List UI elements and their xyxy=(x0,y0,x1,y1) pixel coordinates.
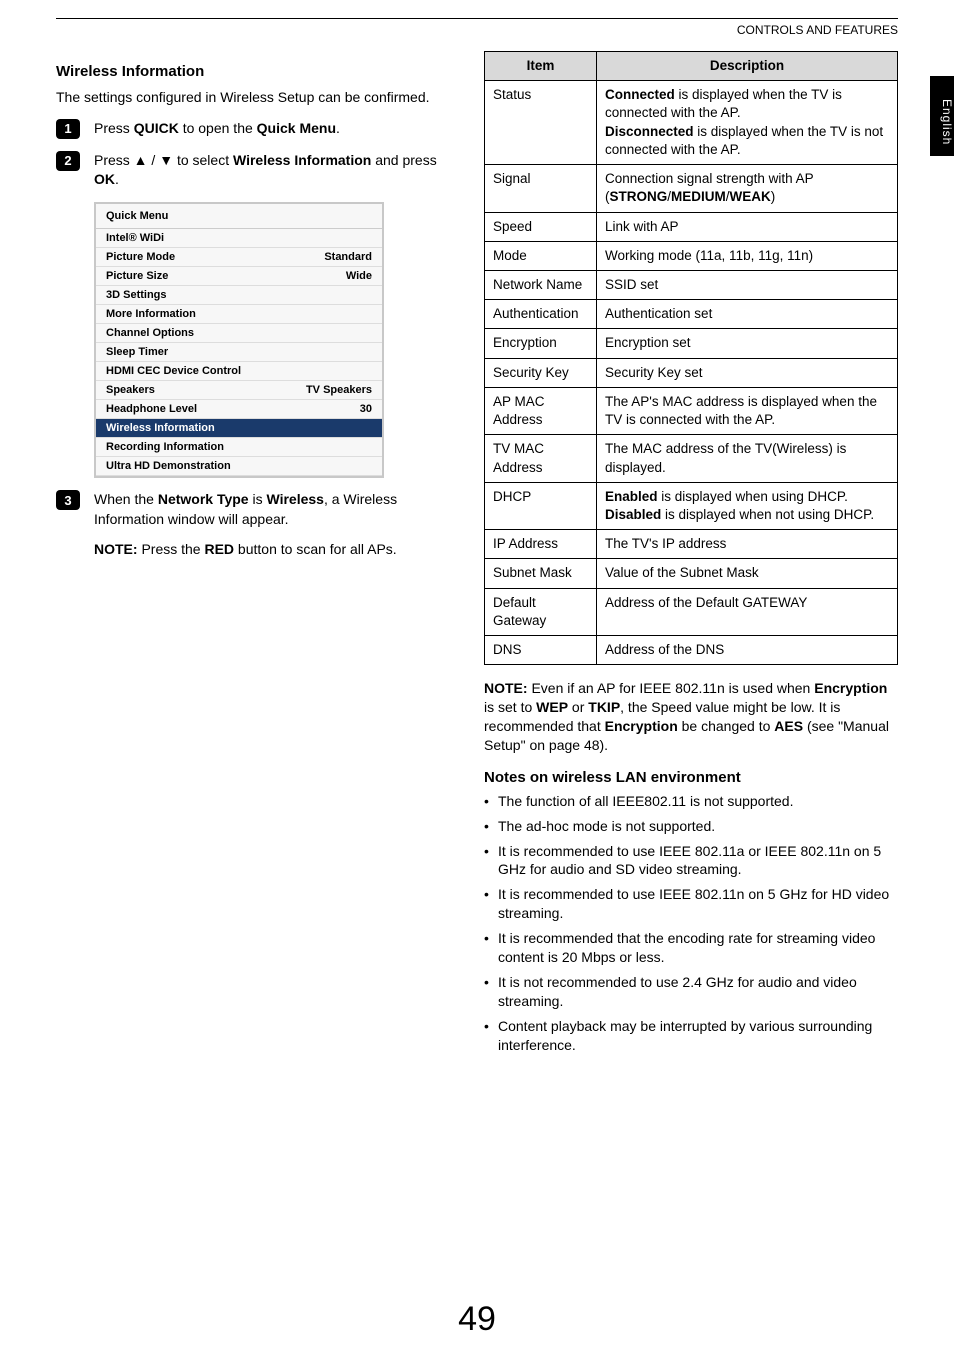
info-table: Item Description StatusConnected is disp… xyxy=(484,51,898,665)
language-tab: English xyxy=(930,76,954,156)
note-line: NOTE: Press the RED button to scan for a… xyxy=(94,541,456,557)
table-row: AuthenticationAuthentication set xyxy=(485,300,898,329)
step-2: 2 Press ▲ / ▼ to select Wireless Informa… xyxy=(56,151,456,190)
quick-menu-row: Channel Options xyxy=(96,324,382,343)
list-item: It is not recommended to use 2.4 GHz for… xyxy=(484,973,898,1011)
step-number-1: 1 xyxy=(56,119,80,139)
notes-subtitle: Notes on wireless LAN environment xyxy=(484,769,898,786)
list-item: Content playback may be interrupted by v… xyxy=(484,1017,898,1055)
step-number-2: 2 xyxy=(56,151,80,171)
th-desc: Description xyxy=(597,52,898,81)
table-row: DNSAddress of the DNS xyxy=(485,636,898,665)
table-row: DHCPEnabled is displayed when using DHCP… xyxy=(485,482,898,529)
content-columns: Wireless Information The settings config… xyxy=(56,51,898,1061)
list-item: The ad-hoc mode is not supported. xyxy=(484,817,898,836)
top-rule xyxy=(56,18,898,19)
header-section: CONTROLS AND FEATURES xyxy=(0,23,898,37)
table-row: SpeedLink with AP xyxy=(485,212,898,241)
bullet-list: The function of all IEEE802.11 is not su… xyxy=(484,792,898,1055)
quick-menu-row: HDMI CEC Device Control xyxy=(96,362,382,381)
quick-menu-row: Picture SizeWide xyxy=(96,267,382,286)
th-item: Item xyxy=(485,52,597,81)
table-row: AP MAC AddressThe AP's MAC address is di… xyxy=(485,387,898,434)
step-1: 1 Press QUICK to open the Quick Menu. xyxy=(56,119,456,139)
quick-menu-row: Headphone Level30 xyxy=(96,400,382,419)
table-row: Default GatewayAddress of the Default GA… xyxy=(485,588,898,635)
page-number: 49 xyxy=(0,1300,954,1339)
table-row: EncryptionEncryption set xyxy=(485,329,898,358)
step-3-body: When the Network Type is Wireless, a Wir… xyxy=(94,490,456,529)
quick-menu-row: Ultra HD Demonstration xyxy=(96,457,382,476)
left-column: Wireless Information The settings config… xyxy=(56,51,456,1061)
step-2-body: Press ▲ / ▼ to select Wireless Informati… xyxy=(94,151,456,190)
quick-menu-row: Intel® WiDi xyxy=(96,229,382,248)
quick-menu-row: More Information xyxy=(96,305,382,324)
table-row: TV MAC AddressThe MAC address of the TV(… xyxy=(485,435,898,482)
list-item: It is recommended that the encoding rate… xyxy=(484,929,898,967)
table-row: SignalConnection signal strength with AP… xyxy=(485,165,898,212)
quick-menu-row: Picture ModeStandard xyxy=(96,248,382,267)
list-item: It is recommended to use IEEE 802.11a or… xyxy=(484,842,898,880)
quick-menu-row: Wireless Information xyxy=(96,419,382,438)
quick-menu-row: Sleep Timer xyxy=(96,343,382,362)
quick-menu-row: Recording Information xyxy=(96,438,382,457)
table-row: Security KeySecurity Key set xyxy=(485,358,898,387)
quick-menu-panel: Quick Menu Intel® WiDiPicture ModeStanda… xyxy=(94,202,384,478)
quick-menu-title: Quick Menu xyxy=(96,204,382,229)
list-item: It is recommended to use IEEE 802.11n on… xyxy=(484,885,898,923)
step-3: 3 When the Network Type is Wireless, a W… xyxy=(56,490,456,529)
note-paragraph: NOTE: Even if an AP for IEEE 802.11n is … xyxy=(484,679,898,755)
right-column: Item Description StatusConnected is disp… xyxy=(484,51,898,1061)
quick-menu-row: SpeakersTV Speakers xyxy=(96,381,382,400)
table-row: StatusConnected is displayed when the TV… xyxy=(485,81,898,165)
intro-text: The settings configured in Wireless Setu… xyxy=(56,88,456,107)
table-row: IP AddressThe TV's IP address xyxy=(485,530,898,559)
step-1-body: Press QUICK to open the Quick Menu. xyxy=(94,119,456,139)
list-item: The function of all IEEE802.11 is not su… xyxy=(484,792,898,811)
table-row: ModeWorking mode (11a, 11b, 11g, 11n) xyxy=(485,241,898,270)
quick-menu-row: 3D Settings xyxy=(96,286,382,305)
step-number-3: 3 xyxy=(56,490,80,510)
section-title: Wireless Information xyxy=(56,63,456,80)
table-row: Network NameSSID set xyxy=(485,270,898,299)
table-row: Subnet MaskValue of the Subnet Mask xyxy=(485,559,898,588)
